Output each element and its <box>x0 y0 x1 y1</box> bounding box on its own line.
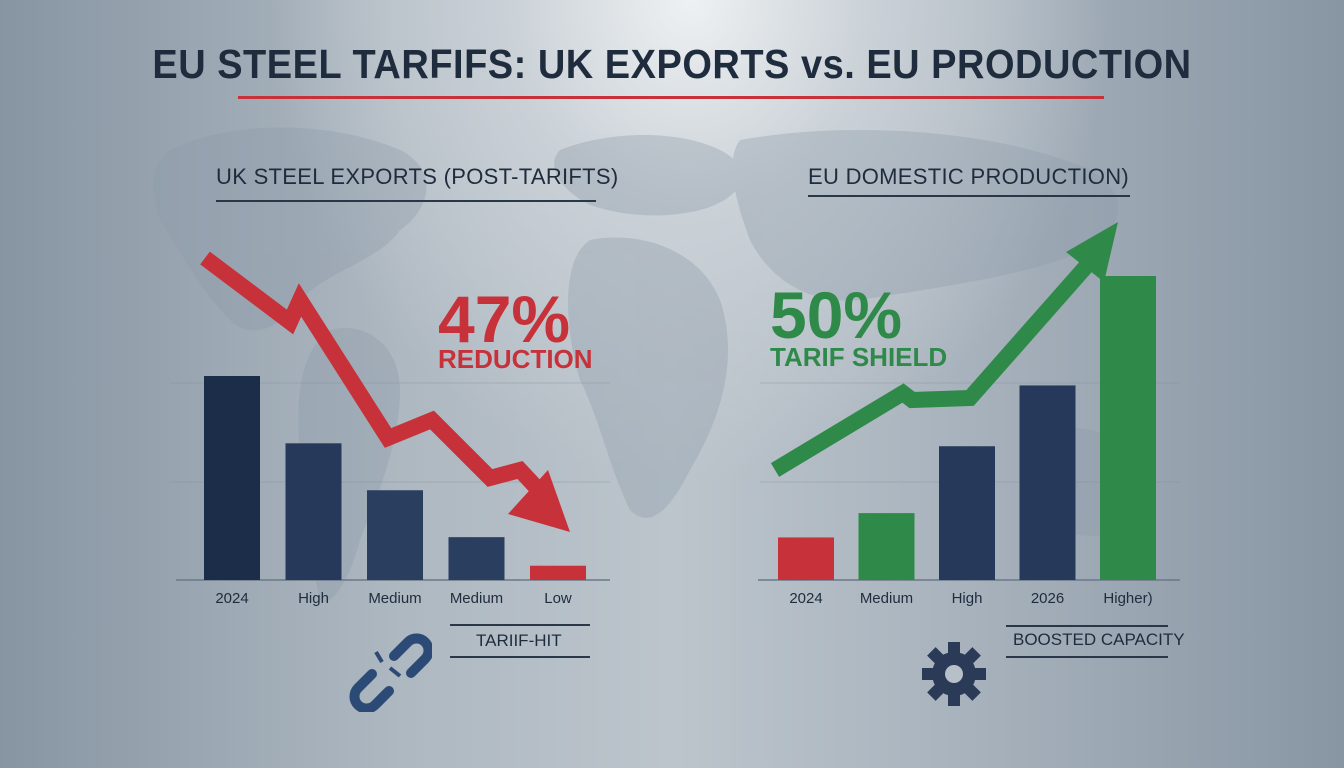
right-footer-label: BOOSTED CAPACITY <box>1013 630 1185 649</box>
right-bar-4 <box>1019 385 1076 580</box>
left-footer-rule-bottom <box>450 656 590 658</box>
right-chart-subtitle: EU DOMESTIC PRODUCTION) <box>808 164 1130 189</box>
right-footer-rule-bottom <box>1006 656 1168 658</box>
right-category-label-5: Higher) <box>1103 590 1152 607</box>
left-footer-rule-top <box>450 624 590 626</box>
broken-chain-icon <box>349 633 432 712</box>
right-category-label-2: Medium <box>860 590 913 607</box>
right-bar-1 <box>778 537 834 580</box>
left-category-label-4: Medium <box>450 590 503 607</box>
page-title: EU STEEL TARFIFS: UK EXPORTS vs. EU PROD… <box>152 42 1192 88</box>
left-category-label-1: 2024 <box>215 590 248 607</box>
left-bar-2 <box>285 443 342 580</box>
up-trend-arrow-icon <box>770 222 1118 477</box>
left-category-label-3: Medium <box>368 590 421 607</box>
left-bar-3 <box>367 490 423 580</box>
right-bar-2 <box>858 513 915 580</box>
left-stat-label: REDUCTION <box>438 344 593 374</box>
right-category-label-4: 2026 <box>1031 590 1064 607</box>
right-category-label-3: High <box>952 590 983 607</box>
right-bar-3 <box>939 446 995 580</box>
right-footer-rule-top <box>1006 625 1168 627</box>
right-bar-5 <box>1100 276 1156 580</box>
right-stat-value: 50% <box>770 278 903 352</box>
left-category-label-2: High <box>298 590 329 607</box>
left-footer-label: TARIIF-HIT <box>476 631 562 650</box>
right-stat-label: TARIF SHIELD <box>770 342 948 372</box>
left-bar-1 <box>204 376 260 580</box>
left-stat-value: 47% <box>438 282 571 356</box>
left-subtitle-underline <box>216 200 596 202</box>
right-category-label-1: 2024 <box>789 590 822 607</box>
gear-icon <box>922 642 986 706</box>
right-subtitle-underline <box>808 195 1130 197</box>
down-trend-arrow-icon <box>200 251 570 532</box>
title-underline <box>238 96 1104 99</box>
left-bar-4 <box>448 537 505 580</box>
left-category-label-5: Low <box>544 590 572 607</box>
left-bar-5 <box>530 565 586 580</box>
left-chart-subtitle: UK STEEL EXPORTS (POST-TARIFTS) <box>216 164 619 189</box>
